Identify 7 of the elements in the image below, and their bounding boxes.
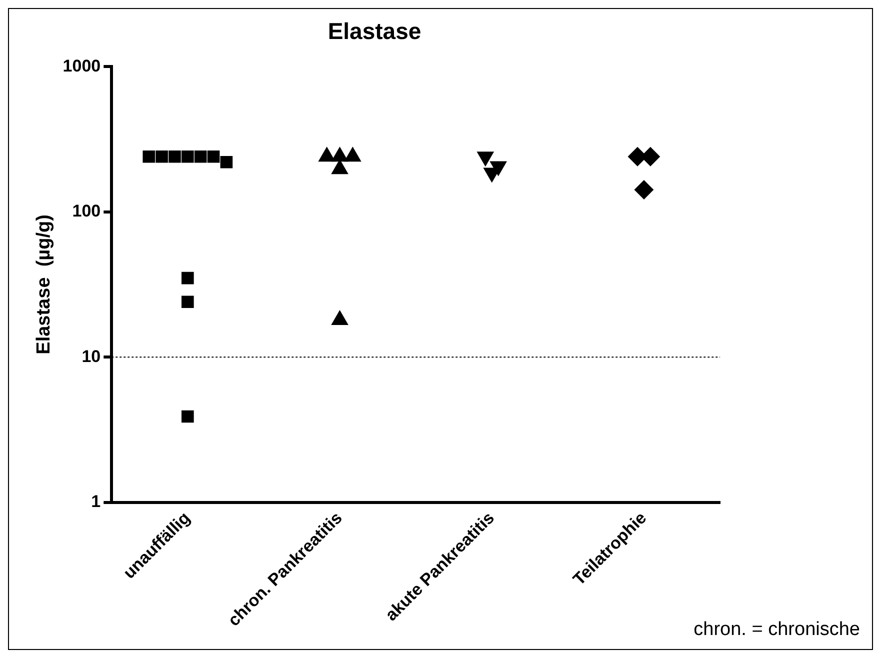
text: chron. = chronische xyxy=(694,619,860,641)
y-tick-label: 10 xyxy=(82,346,101,366)
chart-title: Elastase xyxy=(328,18,422,44)
y-tick-label: 100 xyxy=(72,202,101,221)
y-tick-label: 1000 xyxy=(62,56,101,76)
y-tick-label: 1 xyxy=(91,492,101,512)
y-axis-title: Elastase (µg/g) xyxy=(34,214,55,354)
